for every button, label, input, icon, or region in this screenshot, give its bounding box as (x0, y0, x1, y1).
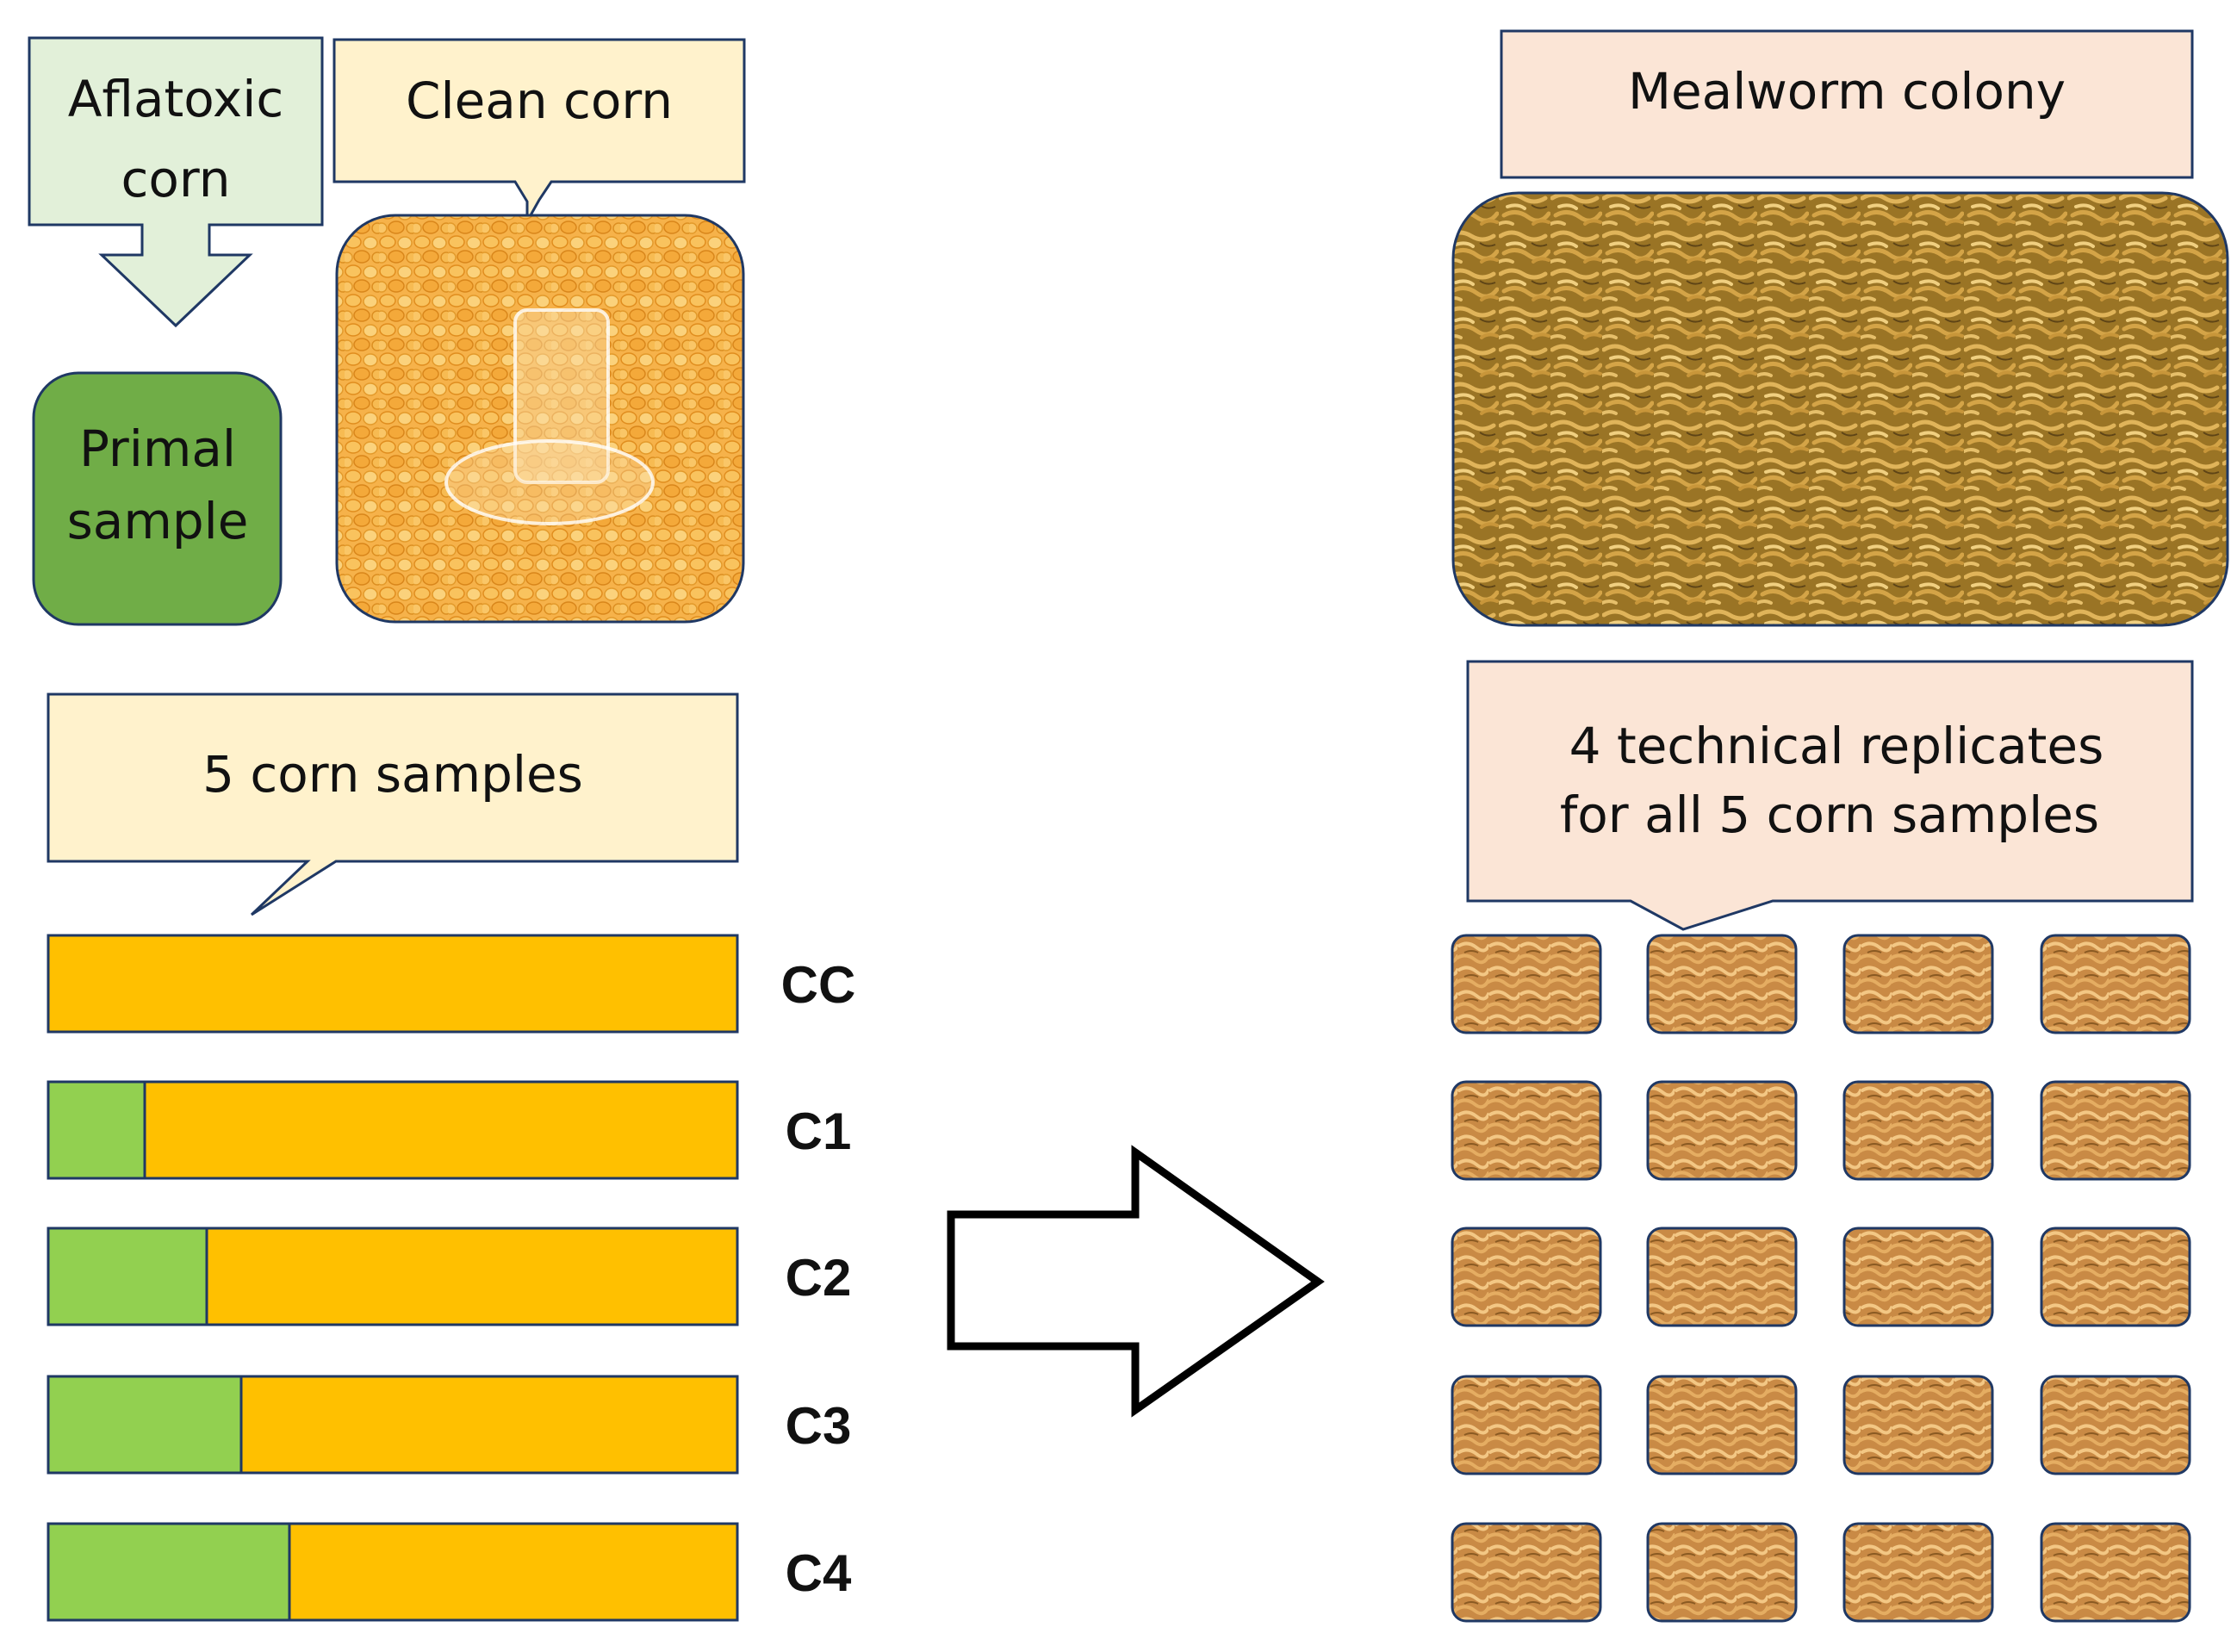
bar-outline (47, 1522, 739, 1622)
clean-corn-image (335, 214, 745, 624)
primal-sample-box: Primal sample (32, 371, 283, 626)
mealworm-colony-label: Mealworm colony (1628, 62, 2066, 121)
bar-outline (47, 1227, 739, 1326)
aflatoxic-corn-callout: Aflatoxic corn (28, 36, 324, 328)
replicate-tile (1646, 1080, 1798, 1181)
replicate-tile (1451, 1227, 1602, 1327)
replicate-tile (1646, 1227, 1798, 1327)
replicate-tile (2040, 1080, 2191, 1181)
replicate-tile (1451, 1375, 1602, 1475)
bar-c2: C2 (47, 1227, 852, 1326)
bar-outline (47, 934, 739, 1034)
bar-code-label: C3 (786, 1397, 852, 1455)
clean-corn-callout: Clean corn (332, 38, 746, 227)
aflatoxic-corn-segment (47, 1375, 243, 1475)
replicate-tile (1842, 1080, 1994, 1181)
aflatoxic-corn-label-line1: Aflatoxic (68, 70, 284, 128)
replicate-tile (1451, 934, 1602, 1034)
replicates-label-line2: for all 5 corn samples (1560, 786, 2099, 844)
aflatoxic-corn-label-line2: corn (121, 150, 231, 208)
clean-corn-label: Clean corn (406, 71, 673, 130)
replicate-tile (2040, 1522, 2191, 1623)
corn-samples-label: 5 corn samples (202, 745, 583, 804)
bar-code-label: CC (781, 956, 856, 1014)
bar-code-label: C4 (786, 1544, 852, 1602)
clean-corn-segment (48, 935, 737, 1032)
replicate-tile (1842, 1522, 1994, 1623)
replicates-label-line1: 4 technical replicates (1569, 717, 2104, 775)
replicate-tile (1646, 934, 1798, 1034)
replicate-tile (2040, 1227, 2191, 1327)
bar-outline (47, 1375, 739, 1475)
process-arrow (947, 1145, 1325, 1418)
clean-corn-segment (48, 1082, 737, 1178)
primal-sample-label-line1: Primal (79, 419, 236, 478)
replicate-tile (2040, 934, 2191, 1034)
bar-cc: CC (47, 934, 856, 1034)
replicate-tile (1451, 1522, 1602, 1623)
bar-c4: C4 (47, 1522, 852, 1622)
bar-outline (47, 1080, 739, 1180)
corn-sample-bars: CC C1 C2 C3 C4 (47, 934, 856, 1622)
replicate-tile (2040, 1375, 2191, 1475)
replicates-callout: 4 technical replicates for all 5 corn sa… (1466, 660, 2194, 931)
bar-c1: C1 (47, 1080, 852, 1180)
replicate-tile (1842, 1375, 1994, 1475)
aflatoxic-corn-segment (47, 1080, 146, 1180)
aflatoxic-corn-segment (47, 1227, 208, 1326)
aflatoxic-corn-segment (47, 1522, 291, 1622)
bar-code-label: C2 (786, 1249, 852, 1307)
mealworm-colony-image (1451, 191, 2229, 627)
primal-sample-label-line2: sample (67, 492, 249, 550)
replicate-tile (1646, 1522, 1798, 1623)
mealworm-colony-callout: Mealworm colony (1500, 29, 2194, 179)
replicate-tile (1842, 1227, 1994, 1327)
corn-samples-callout: 5 corn samples (47, 692, 739, 916)
replicate-tile (1842, 934, 1994, 1034)
bar-c3: C3 (47, 1375, 852, 1475)
replicate-tile (1451, 1080, 1602, 1181)
replicate-grid (1451, 934, 2191, 1623)
replicate-tile (1646, 1375, 1798, 1475)
bar-code-label: C1 (786, 1102, 852, 1160)
